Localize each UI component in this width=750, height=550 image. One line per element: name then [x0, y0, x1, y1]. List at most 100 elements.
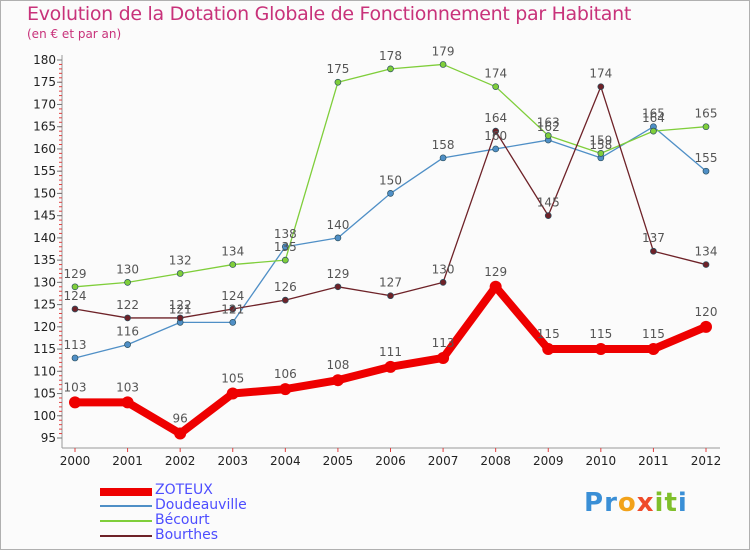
data-point-zoteux [331, 374, 344, 387]
data-point-bourthes [229, 305, 237, 313]
data-point-becourt [124, 279, 131, 286]
y-tick-label: 155 [33, 164, 56, 178]
x-tick-label: 2007 [428, 454, 459, 468]
data-label-bourthes: 126 [274, 280, 297, 294]
y-tick-label: 150 [33, 186, 56, 200]
data-label-bourthes: 127 [379, 276, 402, 290]
data-point-doudeauville [281, 243, 289, 251]
data-point-zoteux [700, 320, 712, 333]
data-label-doudeauville: 165 [642, 107, 665, 121]
y-tick-label: 100 [33, 409, 56, 423]
data-label-zoteux: 129 [484, 265, 507, 279]
data-point-bourthes [492, 127, 500, 135]
data-point-becourt [439, 61, 447, 68]
data-point-becourt [492, 83, 500, 91]
data-point-bourthes [124, 314, 131, 322]
data-label-bourthes: 122 [169, 298, 192, 312]
logo-letter: P [584, 488, 605, 518]
data-label-becourt: 129 [64, 267, 87, 281]
data-label-zoteux: 103 [116, 380, 139, 394]
data-labels: 113 116 121 121 138 140 150 158 160 162 158 165 155 1… [64, 44, 718, 425]
data-point-becourt [597, 150, 605, 157]
y-tick-label: 135 [33, 253, 56, 267]
data-point-bourthes [544, 212, 552, 219]
data-label-doudeauville: 138 [274, 227, 297, 241]
logo-letter: i [654, 488, 665, 518]
x-tick-label: 2001 [112, 454, 143, 468]
data-point-becourt [387, 65, 394, 73]
y-tick-label: 140 [33, 231, 56, 245]
x-tick-label: 2008 [480, 454, 511, 468]
data-label-doudeauville: 158 [589, 138, 612, 152]
data-point-zoteux [647, 343, 660, 356]
data-point-becourt [71, 283, 79, 291]
chart-title: Evolution de la Dotation Globale de Fonc… [27, 3, 632, 25]
legend-swatch-bourthes [100, 535, 152, 537]
y-tick-label: 95 [41, 431, 56, 445]
y-tick-label: 125 [33, 298, 56, 312]
data-label-doudeauville: 121 [221, 302, 244, 316]
data-point-bourthes [387, 292, 394, 300]
y-tick-label: 105 [33, 387, 56, 401]
y-tick-label: 160 [33, 142, 56, 156]
data-label-doudeauville: 162 [537, 120, 560, 134]
data-point-becourt [702, 123, 710, 131]
data-point-zoteux [279, 383, 292, 396]
data-label-becourt: 178 [379, 49, 402, 63]
data-point-zoteux [69, 396, 81, 409]
data-point-becourt [544, 132, 552, 139]
data-point-bourthes [650, 247, 657, 255]
legend-label-doudeauville: Doudeauville [155, 497, 247, 513]
data-point-becourt [281, 256, 289, 264]
data-point-zoteux [437, 351, 450, 364]
data-label-becourt: 163 [537, 116, 560, 130]
proxiti-logo: Proxiti [584, 488, 688, 518]
data-label-becourt: 165 [695, 107, 718, 121]
data-point-zoteux [174, 427, 187, 440]
data-label-becourt: 174 [484, 67, 507, 81]
data-point-bourthes [71, 305, 79, 313]
x-tick-label: 2003 [217, 454, 248, 468]
data-label-zoteux: 105 [221, 372, 244, 386]
x-tick-label: 2004 [270, 454, 301, 468]
data-label-becourt: 179 [432, 44, 455, 58]
data-label-bourthes: 122 [116, 298, 139, 312]
data-point-doudeauville [439, 154, 447, 162]
data-label-bourthes: 134 [695, 245, 718, 259]
data-point-becourt [650, 127, 657, 135]
y-tick-label: 180 [33, 53, 56, 67]
data-label-zoteux: 120 [695, 305, 718, 319]
logo-letter: o [617, 488, 637, 518]
legend-label-bourthes: Bourthes [155, 527, 219, 543]
legend-label-becourt: Bécourt [155, 512, 210, 528]
x-tick-label: 2012 [691, 454, 722, 468]
data-label-becourt: 164 [642, 111, 665, 125]
data-point-doudeauville [124, 341, 131, 348]
data-point-zoteux [384, 360, 397, 373]
x-tick-label: 2002 [165, 454, 196, 468]
data-point-bourthes [176, 314, 184, 322]
data-label-doudeauville: 158 [432, 138, 455, 152]
legend-swatch-doudeauville [100, 505, 152, 507]
y-tick-label: 165 [33, 120, 56, 134]
data-label-zoteux: 111 [379, 345, 402, 359]
y-tick-label: 110 [33, 364, 56, 378]
data-label-bourthes: 130 [432, 262, 455, 276]
data-label-zoteux: 115 [642, 327, 665, 341]
data-point-zoteux [226, 387, 239, 400]
data-point-doudeauville [387, 190, 394, 197]
data-point-doudeauville [702, 167, 710, 175]
data-label-becourt: 130 [116, 262, 139, 276]
y-tick-label: 145 [33, 209, 56, 223]
x-tick-label: 2005 [323, 454, 354, 468]
data-label-doudeauville: 150 [379, 173, 402, 187]
data-point-bourthes [334, 283, 342, 291]
data-label-bourthes: 124 [221, 289, 244, 303]
data-label-zoteux: 106 [274, 367, 297, 381]
data-label-doudeauville: 116 [116, 325, 139, 339]
data-point-doudeauville [492, 145, 500, 153]
data-label-becourt: 135 [274, 240, 297, 254]
data-label-doudeauville: 155 [695, 151, 718, 165]
data-point-zoteux [542, 343, 555, 356]
